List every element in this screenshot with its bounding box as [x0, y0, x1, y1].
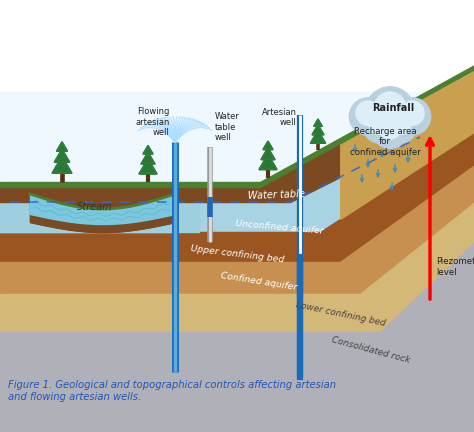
Polygon shape	[56, 142, 67, 151]
Polygon shape	[55, 149, 70, 162]
Text: Piezometric
level: Piezometric level	[436, 257, 474, 277]
Polygon shape	[312, 125, 324, 135]
Text: Confined aquifer: Confined aquifer	[220, 272, 298, 292]
Polygon shape	[52, 156, 72, 173]
Circle shape	[373, 113, 408, 149]
Text: Upper confining bed: Upper confining bed	[190, 244, 285, 264]
Text: Water table: Water table	[248, 189, 305, 201]
Circle shape	[393, 98, 431, 135]
Polygon shape	[312, 125, 324, 135]
Text: Figure 1. Geological and topographical controls affecting artesian
and flowing a: Figure 1. Geological and topographical c…	[8, 380, 336, 402]
Polygon shape	[143, 146, 153, 154]
Polygon shape	[261, 148, 275, 159]
Polygon shape	[259, 154, 277, 170]
Text: Consolidated rock: Consolidated rock	[330, 335, 410, 365]
Text: Lower confining bed: Lower confining bed	[295, 300, 386, 328]
Polygon shape	[314, 119, 322, 126]
Polygon shape	[314, 119, 322, 126]
Circle shape	[379, 116, 401, 139]
Polygon shape	[56, 142, 67, 151]
Text: Flowing
artesian
well: Flowing artesian well	[136, 107, 170, 137]
Text: Unconfined aquifer: Unconfined aquifer	[235, 219, 324, 235]
Text: Recharge area
for
confined aquifer: Recharge area for confined aquifer	[350, 127, 420, 157]
Polygon shape	[56, 142, 67, 151]
Polygon shape	[263, 141, 273, 149]
Circle shape	[356, 101, 380, 125]
Polygon shape	[141, 152, 155, 164]
Polygon shape	[139, 159, 157, 174]
Polygon shape	[139, 159, 157, 174]
Polygon shape	[143, 146, 153, 154]
Text: Rainfall: Rainfall	[372, 103, 414, 113]
Polygon shape	[310, 130, 326, 143]
Circle shape	[364, 112, 394, 143]
Text: Stream: Stream	[77, 202, 113, 212]
Polygon shape	[143, 146, 153, 154]
Polygon shape	[259, 154, 277, 170]
Text: Artesian
well: Artesian well	[262, 108, 297, 127]
Polygon shape	[139, 159, 157, 174]
Text: Water
table
well: Water table well	[215, 112, 240, 142]
Polygon shape	[52, 156, 72, 173]
Circle shape	[349, 98, 387, 135]
Polygon shape	[141, 152, 155, 164]
Polygon shape	[261, 148, 275, 159]
Polygon shape	[312, 125, 324, 135]
Polygon shape	[310, 130, 326, 143]
Polygon shape	[263, 141, 273, 149]
Polygon shape	[52, 156, 72, 173]
Circle shape	[391, 114, 411, 134]
Polygon shape	[55, 149, 70, 162]
Polygon shape	[55, 149, 70, 162]
Circle shape	[400, 101, 424, 125]
Polygon shape	[310, 130, 326, 143]
Polygon shape	[141, 152, 155, 164]
Circle shape	[369, 114, 389, 134]
Polygon shape	[259, 154, 277, 170]
Polygon shape	[314, 119, 322, 126]
Circle shape	[366, 87, 414, 135]
Circle shape	[386, 112, 416, 143]
Polygon shape	[261, 148, 275, 159]
Circle shape	[374, 92, 406, 124]
Polygon shape	[263, 141, 273, 149]
